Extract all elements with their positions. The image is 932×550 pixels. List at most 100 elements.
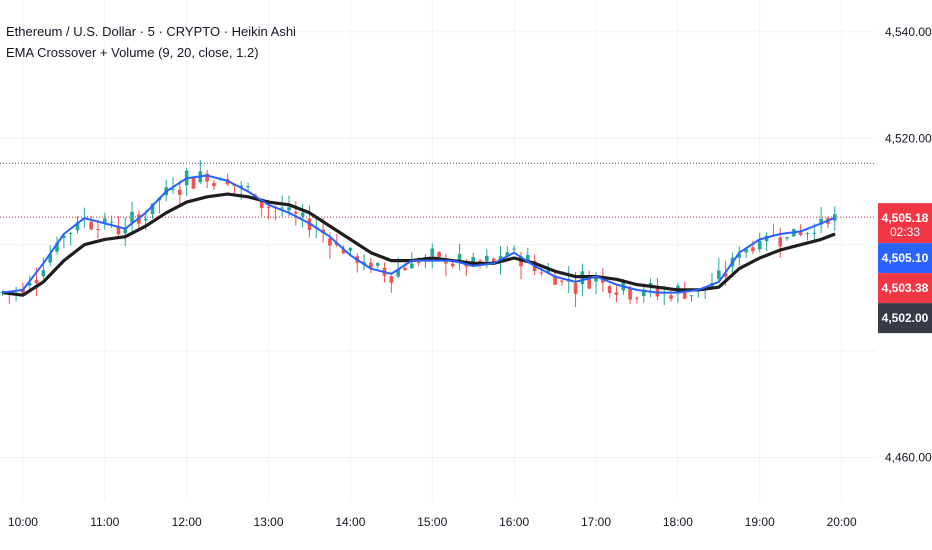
time-tick-label: 18:00	[663, 515, 693, 529]
candle-body	[396, 269, 400, 277]
price-tick-label: 4,540.00	[885, 25, 932, 39]
candle-body	[259, 201, 264, 208]
candle-body	[751, 247, 755, 252]
candle-body	[287, 207, 291, 211]
candle-body	[143, 218, 148, 221]
candle-body	[130, 211, 134, 223]
time-tick-label: 12:00	[172, 515, 202, 529]
candle-body	[539, 272, 544, 274]
candle-body	[68, 233, 73, 235]
candle-body	[689, 295, 694, 297]
candle-body	[389, 276, 394, 283]
candle-body	[27, 282, 32, 286]
candle-body	[416, 261, 421, 263]
time-tick-label: 20:00	[827, 515, 857, 529]
time-tick-label: 10:00	[8, 515, 38, 529]
candle-body	[178, 189, 182, 195]
candle-body	[41, 270, 46, 277]
candle-body	[246, 186, 250, 188]
candle-body	[212, 182, 216, 187]
candle-body	[191, 176, 196, 189]
candle-body	[375, 263, 380, 266]
time-tick-label: 11:00	[90, 515, 119, 529]
candle-body	[457, 254, 462, 261]
candle-body	[628, 287, 632, 300]
candle-body	[89, 221, 93, 230]
candle-body	[621, 280, 626, 291]
price-badge-value: 4,502.00	[882, 311, 929, 325]
candle-body	[798, 232, 803, 235]
candle-body	[294, 211, 298, 214]
ema-fast-line	[2, 174, 836, 294]
price-badge	[878, 273, 932, 304]
candle-body	[328, 238, 332, 246]
candle-body	[669, 295, 673, 299]
candle-body	[266, 206, 271, 208]
price-badge-countdown: 02:33	[890, 225, 920, 239]
candle-body	[587, 278, 591, 289]
candle-body	[410, 263, 414, 269]
time-tick-label: 13:00	[254, 515, 284, 529]
candle-body	[0, 291, 5, 293]
time-axis[interactable]: 10:00 11:00 12:00 13:00 14:00 15:00 16:00 17:00…	[8, 515, 857, 529]
candle-body	[300, 212, 305, 217]
candle-body	[62, 235, 66, 238]
candle-body	[348, 247, 353, 251]
candle-body	[573, 283, 578, 294]
candle-body	[491, 258, 496, 264]
candle-body	[553, 277, 557, 285]
candle-body	[525, 254, 530, 262]
candle-body	[546, 269, 551, 273]
candle-body	[171, 189, 175, 191]
candle-body	[512, 248, 516, 250]
candle-body	[34, 280, 39, 284]
candle-body	[607, 286, 612, 294]
candle-body	[96, 229, 100, 231]
candle-body	[505, 252, 510, 257]
candle-body	[485, 255, 489, 262]
price-badge	[878, 243, 932, 274]
price-tick-label: 4,460.00	[885, 450, 932, 464]
candle-body	[430, 248, 435, 256]
candle-body	[150, 203, 155, 215]
time-tick-label: 14:00	[335, 515, 365, 529]
indicator-legend[interactable]: EMA Crossover + Volume (9, 20, close, 1.…	[6, 45, 259, 60]
candle-body	[48, 254, 53, 263]
candle-body	[55, 242, 59, 252]
candle-body	[805, 233, 810, 235]
price-levels	[0, 162, 876, 218]
candle-body	[341, 249, 346, 254]
candle-body	[635, 297, 639, 299]
ema-lines	[2, 174, 836, 297]
price-badge-value: 4,505.10	[882, 251, 929, 265]
candle-body	[737, 253, 742, 258]
price-badge-value: 4,505.18	[882, 211, 929, 225]
candle-body	[757, 240, 762, 250]
candle-body	[21, 288, 25, 294]
candle-body	[723, 272, 728, 277]
candle-body	[594, 276, 598, 282]
candle-body	[641, 289, 646, 297]
price-tick-label: 4,520.00	[885, 131, 932, 145]
price-axis[interactable]: 4,540.00 4,520.00 4,460.00	[885, 25, 932, 465]
price-badge	[878, 203, 932, 244]
price-badge	[878, 303, 932, 334]
candle-body	[717, 270, 721, 279]
candle-body	[75, 222, 80, 231]
candle-body	[450, 263, 455, 267]
candle-body	[369, 262, 373, 268]
candle-body	[444, 261, 448, 264]
time-tick-label: 16:00	[499, 515, 529, 529]
candle-body	[116, 226, 121, 235]
candle-body	[239, 185, 244, 188]
candle-body	[471, 257, 476, 263]
time-tick-label: 19:00	[745, 515, 775, 529]
candle-body	[437, 252, 441, 257]
price-badge-value: 4,503.38	[882, 281, 929, 295]
candle-body	[102, 218, 107, 224]
candle-body	[123, 228, 128, 234]
time-tick-label: 17:00	[581, 515, 611, 529]
candle-body	[819, 218, 823, 225]
